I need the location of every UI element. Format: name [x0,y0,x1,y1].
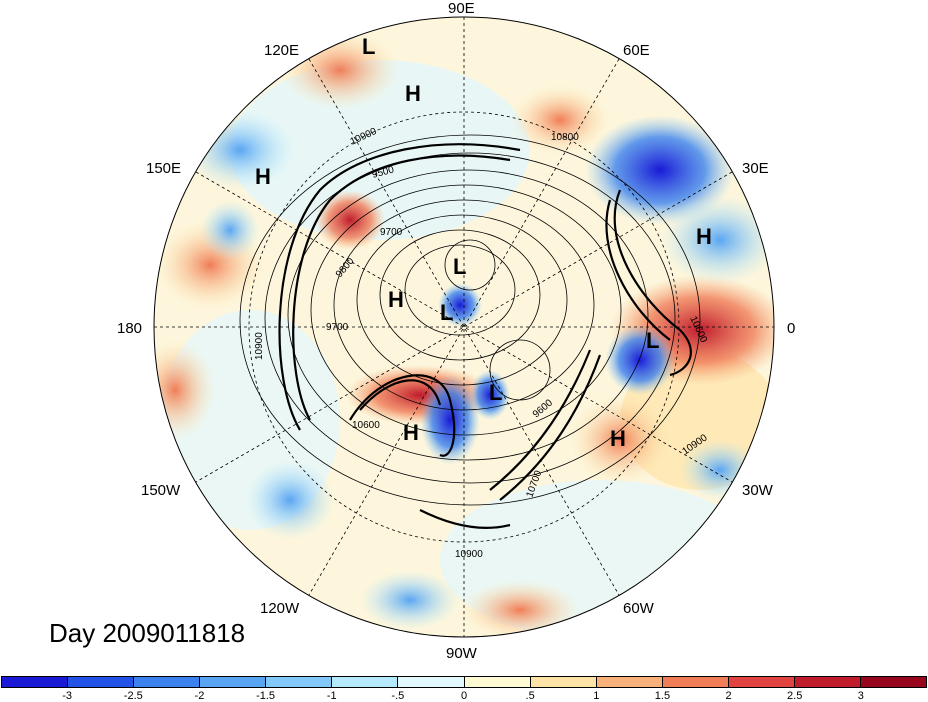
colorbar-swatch [728,677,795,687]
lon-label-60e: 60E [623,42,650,59]
high-center: H [405,81,421,106]
colorbar-swatch [861,677,927,687]
low-center: L [453,254,467,279]
lon-label-90w: 90W [446,645,477,662]
colorbar-tick-label: .5 [525,690,535,702]
colorbar-tick-label: 2.5 [787,690,803,702]
lon-label-60w: 60W [623,600,654,617]
lon-label-180: 180 [117,320,143,337]
lon-label-90e: 90E [448,0,475,17]
jet-contours [278,143,692,529]
plot-title: Day 2009011818 [49,618,246,648]
low-center: L [646,328,660,353]
contour-label: 9700 [326,322,349,333]
colorbar-swatch [266,677,333,687]
colorbar-swatch [794,677,862,687]
high-center: H [696,224,712,249]
colorbar-tick-label: 1.5 [654,690,671,702]
low-center: L [362,34,376,59]
high-center: H [388,287,404,312]
colorbar-tick-label: 0 [460,690,468,702]
colorbar-swatch [68,677,135,687]
colorbar-swatch [464,677,531,687]
lon-label-0: 0 [787,320,796,337]
high-center: H [610,426,626,451]
lon-label-30e: 30E [742,160,769,177]
colorbar-swatch [2,677,69,687]
graticule [154,17,774,637]
lon-label-150e: 150E [146,160,182,177]
colorbar-swatch [662,677,729,687]
colorbar-tick-label: -1 [326,690,337,702]
colorbar-tick-label: -1.5 [256,690,276,702]
high-center: H [255,164,271,189]
colorbar-tick-label: -2 [194,690,205,702]
lon-label-30w: 30W [742,482,773,499]
map-boundary [153,16,775,638]
colorbar-tick-label: 3 [857,690,864,702]
high-center: H [403,420,419,445]
lon-label-120w: 120W [260,600,300,617]
colorbar-swatch [332,677,399,687]
colorbar [1,676,927,688]
colorbar-swatch [530,677,597,687]
colorbar-swatch [134,677,201,687]
contour-label: 10900 [254,332,265,360]
colorbar-tick-label: -2.5 [123,690,143,702]
colorbar-swatch [596,677,663,687]
lon-label-150w: 150W [141,482,181,499]
lon-label-120e: 120E [264,42,300,59]
colorbar-tick-label: -3 [62,690,73,702]
colorbar-tick-label: -.5 [391,690,405,702]
height-contours [239,134,701,506]
colorbar-swatch [200,677,267,687]
colorbar-tick-label: 1 [593,690,600,702]
low-center: L [489,380,503,405]
low-center: L [440,300,454,325]
contour-label: 10600 [352,420,380,431]
colorbar-swatch [398,677,465,687]
contour-label: 9700 [380,227,403,238]
contour-label: 10900 [455,549,483,560]
colorbar-tick-label: 2 [725,690,732,702]
